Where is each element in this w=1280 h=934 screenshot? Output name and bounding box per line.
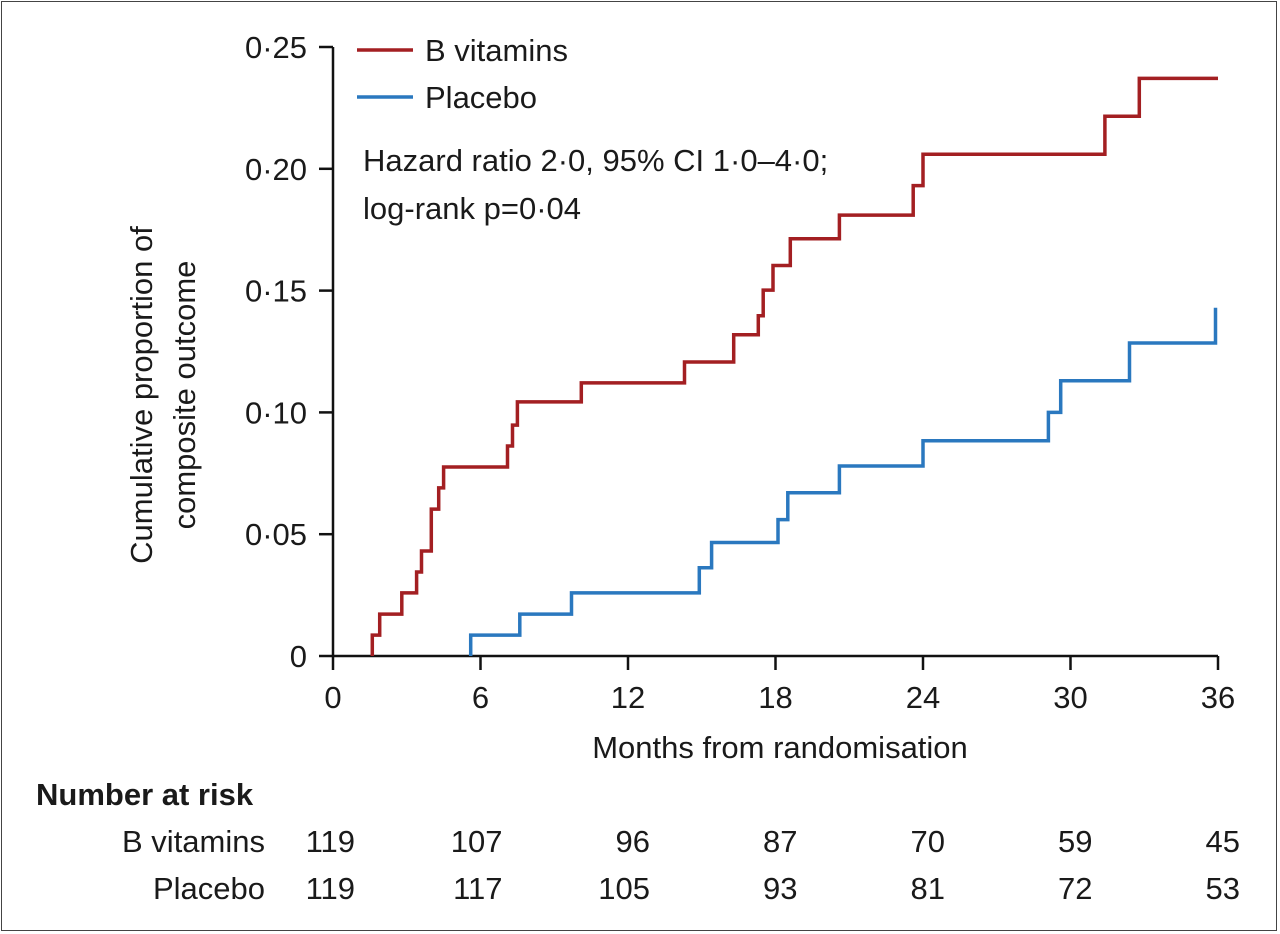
series-line-b-vitamins bbox=[370, 76, 1218, 656]
x-tick-label: 6 bbox=[472, 680, 489, 715]
y-tick-label: 0·25 bbox=[245, 30, 307, 65]
x-tick-label: 12 bbox=[611, 680, 645, 715]
risk-table-header: Number at risk bbox=[36, 777, 254, 812]
risk-value-b-vitamins: 87 bbox=[763, 824, 797, 859]
annotation-log-rank: log-rank p=0·04 bbox=[363, 191, 581, 226]
y-axis-title-line1: Cumulative proportion of bbox=[124, 226, 159, 564]
y-tick-label: 0 bbox=[290, 639, 307, 674]
y-tick-label: 0·10 bbox=[245, 395, 307, 430]
x-axis-title: Months from randomisation bbox=[592, 730, 968, 765]
y-tick-label: 0·05 bbox=[245, 517, 307, 552]
legend-label-b-vitamins: B vitamins bbox=[425, 33, 568, 68]
risk-value-b-vitamins: 107 bbox=[451, 824, 503, 859]
risk-value-placebo: 93 bbox=[763, 871, 797, 906]
x-tick-label: 24 bbox=[906, 680, 940, 715]
series-line-placebo bbox=[468, 307, 1218, 656]
risk-value-placebo: 117 bbox=[453, 871, 502, 906]
risk-table: Number at risk B vitamins 119 107 96 87 70 59 4… bbox=[36, 777, 1240, 906]
risk-value-placebo: 72 bbox=[1058, 871, 1092, 906]
risk-table-rows: B vitamins 119 107 96 87 70 59 45 Placebo 119 117 1… bbox=[122, 824, 1240, 906]
series-layer bbox=[370, 76, 1218, 656]
legend: B vitamins Placebo bbox=[357, 33, 568, 115]
risk-value-placebo: 119 bbox=[306, 871, 355, 906]
risk-value-placebo: 105 bbox=[598, 871, 650, 906]
x-tick-label: 0 bbox=[324, 680, 341, 715]
y-ticks: 0 0·05 0·10 0·15 0·20 0·25 bbox=[245, 30, 333, 674]
risk-value-b-vitamins: 59 bbox=[1058, 824, 1092, 859]
risk-value-placebo: 81 bbox=[911, 871, 945, 906]
x-ticks: 0 6 12 18 24 30 36 bbox=[324, 656, 1235, 715]
risk-row-label-b-vitamins: B vitamins bbox=[122, 824, 265, 859]
x-tick-label: 30 bbox=[1053, 680, 1087, 715]
annotation-hazard-ratio: Hazard ratio 2·0, 95% CI 1·0–4·0; bbox=[363, 143, 828, 178]
y-tick-label: 0·15 bbox=[245, 274, 307, 309]
risk-value-placebo: 53 bbox=[1206, 871, 1240, 906]
x-tick-label: 18 bbox=[758, 680, 792, 715]
risk-value-b-vitamins: 70 bbox=[911, 824, 945, 859]
y-tick-label: 0·20 bbox=[245, 152, 307, 187]
risk-value-b-vitamins: 119 bbox=[306, 824, 355, 859]
risk-value-b-vitamins: 45 bbox=[1206, 824, 1240, 859]
x-tick-label: 36 bbox=[1201, 680, 1235, 715]
risk-row-label-placebo: Placebo bbox=[153, 871, 265, 906]
legend-label-placebo: Placebo bbox=[425, 80, 537, 115]
risk-value-b-vitamins: 96 bbox=[616, 824, 650, 859]
y-axis-title-line2: composite outcome bbox=[167, 261, 202, 530]
